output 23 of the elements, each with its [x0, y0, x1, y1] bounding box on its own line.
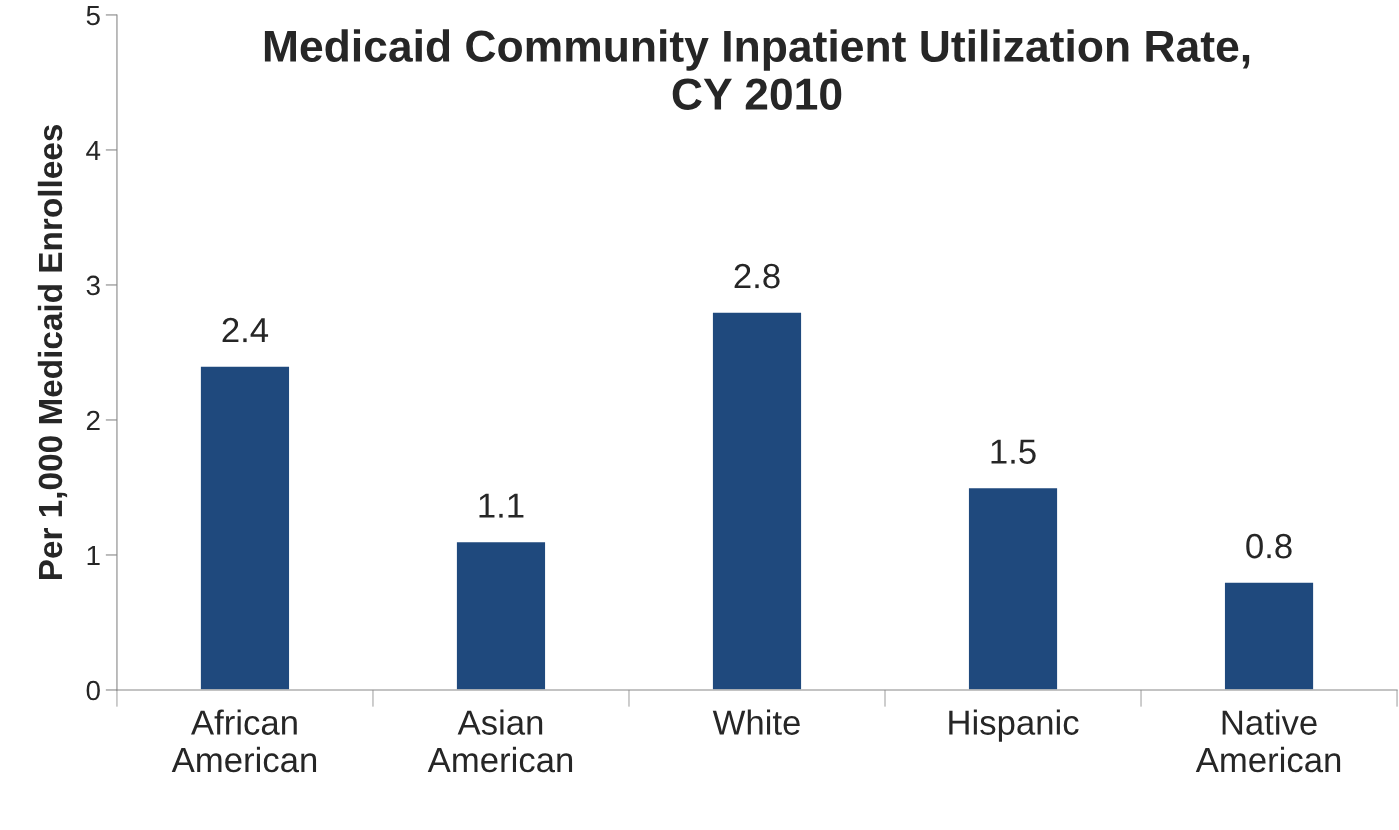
bar	[967, 486, 1059, 690]
x-tick-label: Asian American	[427, 709, 573, 773]
y-tick-label: 5	[86, 5, 100, 26]
x-tick-label: White	[712, 709, 800, 735]
data-label: 2.4	[222, 317, 269, 343]
bar	[711, 311, 803, 690]
x-tick-label: Native American	[1195, 709, 1341, 773]
x-tick-label: Hispanic	[949, 709, 1079, 742]
y-tick-label: 1	[87, 545, 100, 566]
data-label: 1.1	[479, 493, 524, 518]
y-tick-label: 0	[86, 680, 100, 701]
x-tick-label: African American	[171, 709, 317, 773]
text: Medicaid Community Inpatient Utilization Rate, CY 2010	[264, 29, 1250, 110]
data-label: 0.8	[1246, 533, 1292, 559]
y-tick-label: 3	[86, 275, 100, 296]
bar	[199, 365, 291, 690]
y-tick-label: 2	[86, 410, 100, 431]
bar	[455, 540, 547, 690]
y-axis-title: Per 1,000 Medicaid Enrollees	[37, 124, 68, 580]
data-label: 2.8	[734, 263, 780, 289]
data-label: 1.5	[991, 439, 1036, 464]
y-tick-label: 4	[86, 140, 101, 161]
bar	[1223, 581, 1315, 690]
